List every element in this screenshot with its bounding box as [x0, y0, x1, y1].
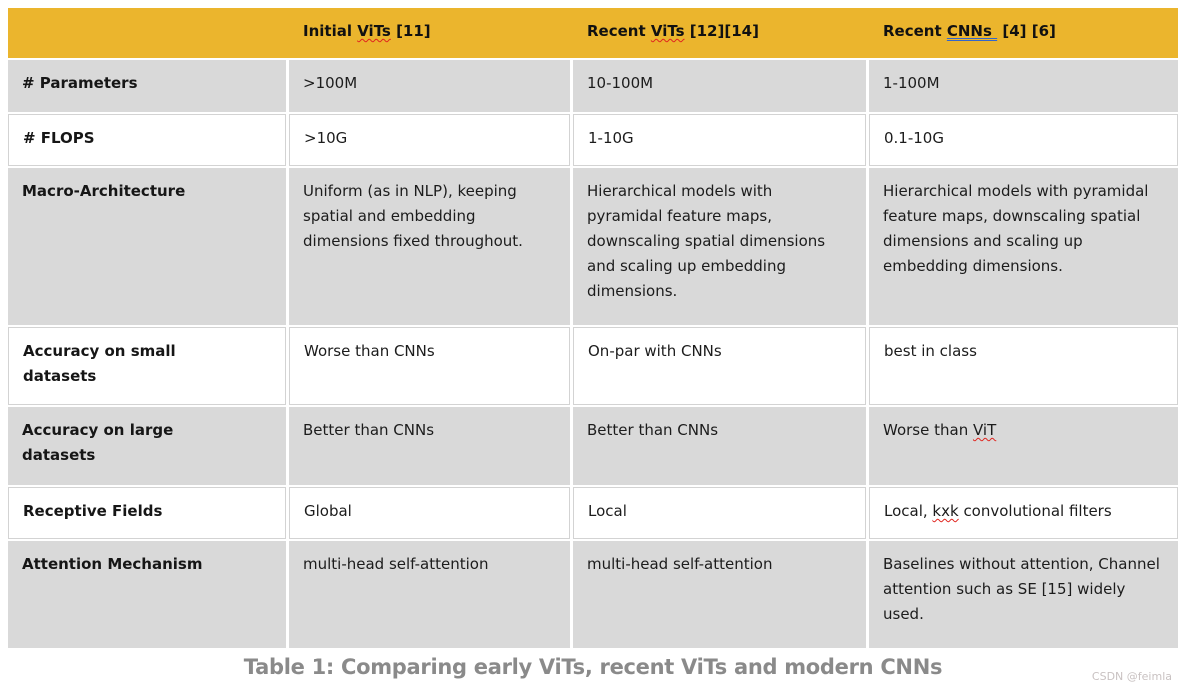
cell-text: Baselines without attention, Channel att…	[883, 555, 1160, 623]
table-cell: Worse than CNNs	[289, 327, 570, 405]
header-cell-recent-vits: Recent ViTs [12][14]	[573, 8, 866, 58]
table-header-row: Initial ViTs [11] Recent ViTs [12][14] R…	[8, 8, 1178, 58]
cell-text: convolutional filters	[958, 502, 1112, 520]
table-cell: multi-head self-attention	[573, 541, 866, 648]
cell-text: >100M	[303, 74, 358, 92]
cell-text: Better than CNNs	[587, 421, 719, 439]
cell-text: multi-head self-attention	[303, 555, 489, 573]
row-header: # FLOPS	[8, 114, 286, 166]
table-cell: On-par with CNNs	[573, 327, 866, 405]
comparison-table: Initial ViTs [11] Recent ViTs [12][14] R…	[8, 8, 1178, 650]
table-cell: Worse than ViT	[869, 407, 1178, 485]
table-row-parameters: # Parameters >100M 10-100M 1-100M	[8, 60, 1178, 112]
row-header-text: Accuracy on small datasets	[23, 342, 176, 385]
spellcheck-marked-text: ViTs	[357, 22, 391, 40]
row-header: Accuracy on small datasets	[8, 327, 286, 405]
cell-text: 1-10G	[588, 129, 634, 147]
cell-text: 0.1-10G	[884, 129, 944, 147]
table-cell: Baselines without attention, Channel att…	[869, 541, 1178, 648]
table-row-attention-mechanism: Attention Mechanism multi-head self-atte…	[8, 541, 1178, 648]
table-cell: >10G	[289, 114, 570, 166]
row-header-text: Accuracy on large datasets	[22, 421, 174, 464]
header-text: [11]	[390, 22, 431, 40]
table-row-accuracy-small: Accuracy on small datasets Worse than CN…	[8, 327, 1178, 405]
table-row-accuracy-large: Accuracy on large datasets Better than C…	[8, 407, 1178, 485]
cell-text: 1-100M	[883, 74, 940, 92]
table-cell: Global	[289, 487, 570, 539]
row-header-text: Receptive Fields	[23, 502, 163, 520]
row-header-text: Attention Mechanism	[22, 555, 203, 573]
table-cell: >100M	[289, 60, 570, 112]
row-header: # Parameters	[8, 60, 286, 112]
table-cell: 10-100M	[573, 60, 866, 112]
cell-text: On-par with CNNs	[588, 342, 722, 360]
table-cell: Better than CNNs	[573, 407, 866, 485]
row-header-text: # Parameters	[22, 74, 138, 92]
cell-text: 10-100M	[587, 74, 654, 92]
header-text: [4] [6]	[997, 22, 1056, 40]
row-header: Macro-Architecture	[8, 168, 286, 325]
cell-text: Uniform (as in NLP), keeping spatial and…	[303, 182, 523, 250]
table-cell: best in class	[869, 327, 1178, 405]
cell-text: best in class	[884, 342, 977, 360]
header-cell-recent-cnns: Recent CNNs [4] [6]	[869, 8, 1178, 58]
table-cell: Hierarchical models with pyramidal featu…	[573, 168, 866, 325]
cell-text: Hierarchical models with pyramidal featu…	[883, 182, 1149, 275]
header-cell-initial-vits: Initial ViTs [11]	[289, 8, 570, 58]
header-text: Recent	[587, 22, 651, 40]
table-cell: Hierarchical models with pyramidal featu…	[869, 168, 1178, 325]
row-header: Attention Mechanism	[8, 541, 286, 648]
table-cell: Uniform (as in NLP), keeping spatial and…	[289, 168, 570, 325]
header-cell-empty	[8, 8, 286, 58]
table-cell: Local, kxk convolutional filters	[869, 487, 1178, 539]
cell-text: Global	[304, 502, 352, 520]
spellcheck-marked-text: ViT	[972, 421, 997, 439]
cell-text: Local,	[884, 502, 933, 520]
row-header-text: # FLOPS	[23, 129, 95, 147]
table-row-macro-architecture: Macro-Architecture Uniform (as in NLP), …	[8, 168, 1178, 325]
row-header: Receptive Fields	[8, 487, 286, 539]
watermark: CSDN @feimla	[1091, 670, 1172, 683]
table-cell: Local	[573, 487, 866, 539]
table-cell: multi-head self-attention	[289, 541, 570, 648]
spellcheck-marked-text: kxk	[932, 502, 959, 520]
spellcheck-marked-text: ViTs	[650, 22, 685, 40]
cell-text: Worse than CNNs	[304, 342, 435, 360]
table-cell: Better than CNNs	[289, 407, 570, 485]
table-cell: 1-100M	[869, 60, 1178, 112]
header-text: Initial	[303, 22, 358, 40]
cell-text: Local	[588, 502, 627, 520]
table-caption: Table 1: Comparing early ViTs, recent Vi…	[243, 655, 943, 679]
header-text: Recent	[883, 22, 947, 40]
table-cell: 1-10G	[573, 114, 866, 166]
table-row-receptive-fields: Receptive Fields Global Local Local, kxk…	[8, 487, 1178, 539]
row-header: Accuracy on large datasets	[8, 407, 286, 485]
cell-text: multi-head self-attention	[587, 555, 773, 573]
table-cell: 0.1-10G	[869, 114, 1178, 166]
row-header-text: Macro-Architecture	[22, 182, 186, 200]
cell-text: Better than CNNs	[303, 421, 435, 439]
cell-text: >10G	[304, 129, 348, 147]
header-text: [12][14]	[684, 22, 759, 40]
grammar-marked-text: CNNs	[946, 22, 998, 40]
cell-text: Hierarchical models with pyramidal featu…	[587, 182, 826, 300]
table-row-flops: # FLOPS >10G 1-10G 0.1-10G	[8, 114, 1178, 166]
cell-text: Worse than	[883, 421, 973, 439]
